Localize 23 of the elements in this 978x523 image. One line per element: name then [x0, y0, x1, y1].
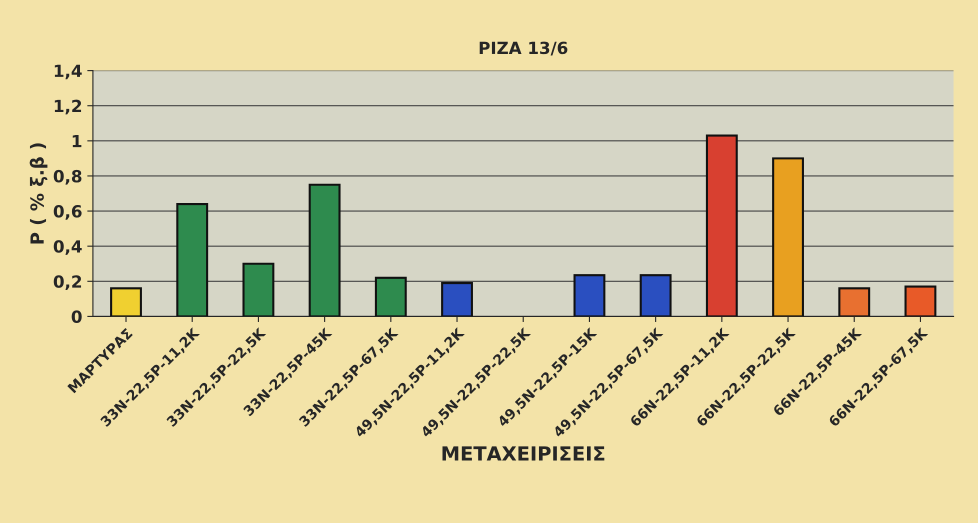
bar [640, 274, 672, 316]
bar [772, 157, 804, 316]
y-axis-title: Ρ ( % ξ.β ) [30, 143, 48, 244]
y-tick-label: 1,2 [54, 100, 82, 114]
y-tick-label: 0 [72, 310, 82, 323]
bar [441, 282, 473, 316]
bar [904, 286, 936, 316]
chart-title: ΡΙΖΑ 13/6 [480, 42, 568, 56]
bar [706, 134, 738, 316]
bar [374, 276, 407, 316]
y-tick-label: 1,4 [54, 64, 82, 80]
y-tick-label: 0,8 [54, 170, 82, 185]
y-tick-label: 0,6 [54, 205, 82, 220]
y-tick-label: 0,4 [54, 240, 82, 255]
y-tick-label: 0,2 [54, 275, 82, 290]
bar [838, 287, 870, 316]
bar [573, 274, 606, 316]
bar [176, 203, 208, 316]
bar [242, 262, 274, 316]
x-axis-title: ΜΕΤΑΧΕΙΡΙΣΕΙΣ [442, 446, 604, 461]
bar [308, 184, 341, 316]
y-tick-label: 1 [72, 135, 82, 148]
bar [110, 287, 142, 316]
